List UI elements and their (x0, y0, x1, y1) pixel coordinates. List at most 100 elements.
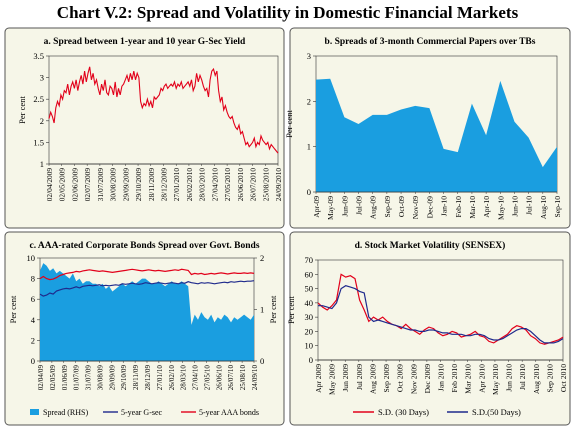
y-tick-label: 60 (305, 269, 314, 279)
series-line-s-d-30-days- (317, 273, 564, 345)
x-tick-label: Oct-09 (397, 196, 406, 217)
panel-title-d: d. Stock Market Volatility (SENSEX) (355, 240, 506, 251)
x-tick-label: 29/09/09 (108, 365, 116, 391)
x-tick-label: May-09 (326, 196, 335, 220)
x-tick-label: Jul 2009 (355, 364, 364, 390)
x-tick-label: Jun 2010 (505, 364, 514, 392)
legend-c: Spread (RHS) 5-year G-sec 5-year AAA bonds (30, 408, 259, 417)
panel-title-a: a. Spread between 1-year and 10 year G-S… (44, 37, 246, 47)
legend-label: Spread (RHS) (43, 408, 88, 417)
y-tick-label: 4 (31, 315, 36, 325)
x-tick-label: 26/02/2010 (185, 168, 194, 202)
x-tick-label: Aug-10 (539, 196, 548, 219)
y-tick-label: 0 (307, 187, 311, 197)
x-axis-a: 02/04/2009 02/05/2009 02/06/2009 02/07/2009… (45, 163, 283, 202)
x-tick-label: 26/06/2010 (236, 168, 245, 202)
x-tick-label: 01/06/09 (61, 365, 69, 391)
y-tick-label: 1 (40, 159, 44, 169)
y-tick-label: 10 (305, 341, 314, 351)
x-tick-label: 26/07/10 (227, 365, 235, 391)
y-tick-label: 10 (27, 253, 36, 263)
legend-label: S.D.(50 Days) (472, 407, 521, 417)
x-tick-label: 01/07/09 (73, 365, 81, 391)
y-axis-label: Per cent (286, 296, 296, 324)
x-tick-label: 29/10/09 (120, 365, 128, 391)
y-tick-label: 6 (31, 294, 35, 304)
area-spread-rhs (40, 263, 254, 361)
x-tick-label: May 2010 (491, 364, 500, 395)
x-tick-label: Mar 2010 (464, 364, 473, 394)
y-axis-label: Per cent (268, 295, 278, 323)
x-tick-label: 31/07/2009 (96, 168, 105, 202)
x-tick-label: Jan-10 (440, 196, 449, 216)
x-tick-label: Oct 2010 (559, 364, 568, 392)
y-axis-label: Per cent (284, 110, 294, 138)
x-tick-label: 02/05/09 (49, 365, 57, 391)
y-tick-label: 1 (307, 142, 311, 152)
x-tick-label: Oct 2009 (396, 364, 405, 392)
x-tick-label: Feb 2010 (450, 364, 459, 393)
legend-label: S.D. (30 Days) (378, 407, 429, 417)
x-tick-label: 26/02/10 (168, 365, 176, 391)
x-tick-label: Nov-09 (411, 196, 420, 219)
y-tick-label: 2 (40, 116, 44, 126)
x-tick-label: 31/07/09 (85, 365, 93, 391)
y-tick-label: 20 (305, 326, 314, 336)
x-tick-label: Sep-09 (383, 196, 392, 218)
x-tick-label: Aug 2009 (368, 364, 377, 394)
x-tick-label: 29/09/2009 (121, 168, 130, 202)
panel-title-c: c. AAA-rated Corporate Bonds Spread over… (29, 241, 259, 251)
x-tick-label: 25/08/10 (239, 365, 247, 391)
x-tick-label: Jun-10 (510, 196, 519, 217)
x-tick-label: 27/01/2010 (172, 168, 181, 202)
x-tick-label: Jul-09 (355, 196, 364, 215)
y-axis-d: 0 10 20 30 40 50 60 70 Per cent (286, 255, 318, 365)
x-tick-label: Sep 2010 (545, 364, 554, 393)
x-tick-label: Jul-10 (525, 196, 534, 215)
y-tick-label: 50 (305, 284, 314, 294)
x-tick-label: May-10 (496, 196, 505, 220)
y-tick-label: 1 (260, 305, 264, 315)
x-tick-label: 30/08/2009 (109, 168, 118, 202)
x-tick-label: 02/06/2009 (70, 168, 79, 202)
x-axis-c: 02/04/09 02/05/09 01/06/09 01/07/09 31/07/09… (37, 360, 259, 391)
x-tick-label: 24/09/2010 (274, 168, 283, 202)
x-tick-label: 30/08/09 (96, 365, 104, 391)
y-axis-label: Per cent (8, 295, 18, 323)
y-tick-label: 3 (307, 51, 311, 61)
y-tick-label: 1.5 (33, 137, 44, 147)
area-spread-cp (316, 78, 557, 192)
x-tick-label: 02/07/2009 (83, 168, 92, 202)
series-line-s-d-50-days- (318, 285, 564, 344)
panel-title-b: b. Spreads of 3-month Commercial Papers … (325, 37, 536, 47)
x-tick-label: 02/05/2009 (58, 168, 67, 202)
x-tick-label: Apr 2009 (314, 364, 323, 393)
x-tick-label: Jun 2009 (341, 364, 350, 392)
y-tick-label: 2.5 (33, 94, 44, 104)
y-tick-label: 2 (31, 335, 35, 345)
y-tick-label: 3.5 (33, 51, 44, 61)
y-tick-label: 2 (307, 96, 311, 106)
x-tick-label: Apr-09 (312, 196, 321, 218)
x-tick-label: 28/03/2010 (198, 168, 207, 202)
x-tick-label: 27/05/10 (203, 365, 211, 391)
y-tick-label: 0 (309, 355, 313, 365)
x-tick-label: 28/03/10 (180, 365, 188, 391)
x-tick-label: Apr 2010 (477, 364, 486, 393)
y-tick-label: 3 (40, 73, 44, 83)
x-tick-label: Apr-10 (482, 196, 491, 218)
y-axis-label: Per cent (17, 96, 27, 124)
x-tick-label: 27/01/10 (156, 365, 164, 391)
x-tick-label: Jan 2010 (437, 364, 446, 391)
x-tick-label: Aug-09 (369, 196, 378, 219)
x-tick-label: 28/12/09 (144, 365, 152, 391)
plot-area-a (48, 55, 279, 165)
x-tick-label: Jul 2010 (518, 364, 527, 390)
y-tick-label: 2 (260, 253, 264, 263)
plot-area-d (317, 259, 564, 361)
y-tick-label: 0 (260, 356, 264, 366)
x-tick-label: Mar-10 (468, 196, 477, 219)
x-tick-label: Dec 2009 (423, 364, 432, 394)
x-tick-label: Sep 2009 (382, 364, 391, 393)
